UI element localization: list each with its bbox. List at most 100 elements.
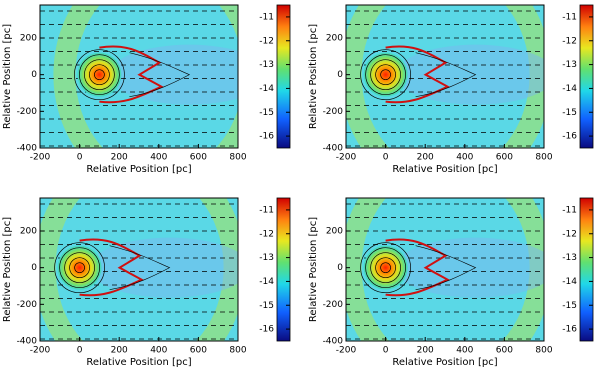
tail <box>395 44 544 105</box>
y-tick-label: -400 <box>17 337 38 347</box>
x-tick-label: -200 <box>30 153 51 163</box>
colorbar <box>579 4 594 149</box>
colorbar-tick-label: -14 <box>259 84 274 94</box>
colorbar-tick-label: -16 <box>562 132 577 142</box>
x-tick-label: -200 <box>30 346 51 356</box>
contour <box>84 59 115 91</box>
tail <box>89 237 238 298</box>
colorbar-tick-label: -14 <box>562 277 577 287</box>
colorbar <box>276 4 291 149</box>
contour <box>375 64 396 86</box>
core <box>363 245 408 290</box>
colorbar-tick-label: -15 <box>562 108 577 118</box>
contour <box>89 64 110 86</box>
y-axis-label: Relative Position [pc] <box>308 24 319 129</box>
y-tick-label: 200 <box>326 34 343 44</box>
x-tick-label: 0 <box>77 153 83 163</box>
colorbar-tick-label: -16 <box>259 325 274 335</box>
y-axis-label: Relative Position [pc] <box>2 217 13 322</box>
y-tick-label: 0 <box>31 70 37 80</box>
wake-contour <box>415 245 477 290</box>
colorbar-tick-label: -12 <box>259 229 274 239</box>
bow-shock <box>53 5 238 148</box>
tail <box>109 44 238 105</box>
y-tick-label: 200 <box>20 34 37 44</box>
colorbar-tick-label: -11 <box>259 12 274 22</box>
y-tick-label: 0 <box>31 263 37 273</box>
x-tick-label: -200 <box>336 153 357 163</box>
x-axis-label: Relative Position [pc] <box>392 357 497 368</box>
x-tick-label: 200 <box>111 346 128 356</box>
x-tick-label: 200 <box>111 153 128 163</box>
x-axis-label: Relative Position [pc] <box>392 164 497 175</box>
x-axis-label: Relative Position [pc] <box>86 164 191 175</box>
contour <box>74 49 125 101</box>
y-tick-label: -400 <box>323 144 344 154</box>
core <box>57 245 102 290</box>
y-tick-label: -200 <box>323 300 344 310</box>
colorbar-tick-label: -13 <box>259 60 274 70</box>
y-tick-label: -200 <box>17 300 38 310</box>
red-contour <box>385 238 450 297</box>
x-tick-label: 200 <box>417 153 434 163</box>
y-tick-label: -400 <box>17 144 38 154</box>
x-axis-label: Relative Position [pc] <box>86 357 191 368</box>
contour <box>365 54 406 96</box>
x-tick-label: 0 <box>383 346 389 356</box>
wake-contour <box>109 245 171 290</box>
colorbar-tick-label: -16 <box>259 132 274 142</box>
y-tick-label: -200 <box>17 107 38 117</box>
red-contour <box>79 238 144 297</box>
contour <box>94 69 105 81</box>
frame <box>39 197 239 342</box>
x-tick-label: 800 <box>535 346 552 356</box>
contour <box>380 69 391 81</box>
contour <box>370 59 401 91</box>
contour <box>380 262 391 274</box>
colorbar-tick-label: -11 <box>259 205 274 215</box>
contour <box>375 257 396 279</box>
frame <box>345 4 545 149</box>
tail <box>395 237 544 298</box>
y-tick-label: -200 <box>323 107 344 117</box>
wake-contour <box>129 52 191 97</box>
x-tick-label: 200 <box>417 346 434 356</box>
colorbar-tick-label: -14 <box>259 277 274 287</box>
red-contour <box>99 45 164 104</box>
x-tick-label: -200 <box>336 346 357 356</box>
contour <box>64 252 95 284</box>
y-tick-label: -400 <box>323 337 344 347</box>
x-tick-label: 400 <box>456 153 473 163</box>
contour <box>365 247 406 289</box>
x-tick-label: 800 <box>229 346 246 356</box>
contour <box>360 242 411 294</box>
colorbar-tick-label: -15 <box>562 301 577 311</box>
x-tick-label: 0 <box>383 153 389 163</box>
y-tick-label: 0 <box>337 263 343 273</box>
colorbar-tick-label: -13 <box>562 253 577 263</box>
core <box>363 52 408 97</box>
map <box>346 5 544 148</box>
x-tick-label: 800 <box>229 153 246 163</box>
contour <box>59 247 100 289</box>
wake-contour <box>415 52 477 97</box>
x-tick-label: 600 <box>496 153 513 163</box>
colorbar-tick-label: -11 <box>562 205 577 215</box>
contour <box>69 257 90 279</box>
colorbar-tick-label: -12 <box>259 36 274 46</box>
colorbar <box>579 197 594 342</box>
x-tick-label: 600 <box>190 153 207 163</box>
y-tick-label: 200 <box>326 227 343 237</box>
x-tick-label: 400 <box>150 153 167 163</box>
x-tick-label: 800 <box>535 153 552 163</box>
map <box>346 198 544 341</box>
colorbar-tick-label: -16 <box>562 325 577 335</box>
contour <box>360 49 411 101</box>
frame <box>345 197 545 342</box>
contour <box>54 242 105 294</box>
colorbar <box>276 197 291 342</box>
frame <box>39 4 239 149</box>
x-tick-label: 400 <box>456 346 473 356</box>
colorbar-tick-label: -12 <box>562 36 577 46</box>
